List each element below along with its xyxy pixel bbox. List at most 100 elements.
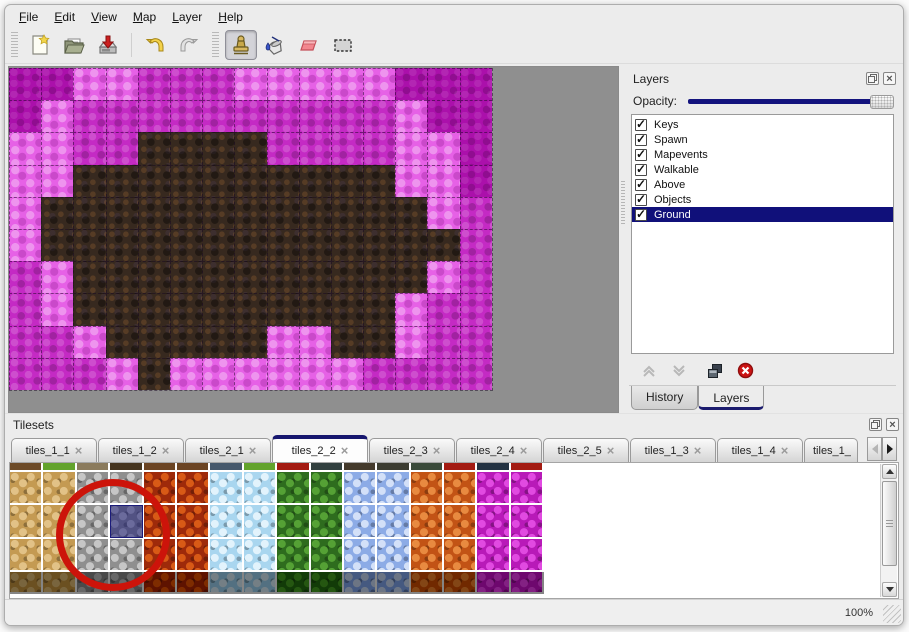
tileset-tile[interactable] [143,463,177,472]
tileset-tile[interactable] [310,538,344,573]
map-tile[interactable] [202,132,235,165]
tileset-tile[interactable] [277,472,311,506]
undo-button[interactable] [139,30,171,60]
tileset-tile[interactable] [410,572,445,595]
map-tile[interactable] [9,261,42,294]
tileset-tile[interactable] [444,463,478,472]
tileset-tile[interactable] [410,505,445,539]
map-tile[interactable] [137,132,170,165]
map-tile[interactable] [330,293,364,326]
map-tile[interactable] [9,293,42,326]
map-tile[interactable] [105,228,138,262]
map-tile[interactable] [234,325,267,358]
tileset-tile[interactable] [277,538,311,573]
tileset-tile[interactable] [410,463,445,472]
layer-row-spawn[interactable]: Spawn [632,132,893,147]
tileset-tile[interactable] [510,472,545,506]
map-tile[interactable] [234,100,267,133]
map-tile[interactable] [202,164,235,197]
map-tile[interactable] [330,357,364,390]
map-tile[interactable] [41,228,74,262]
tab-close-icon[interactable]: × [432,442,441,458]
map-tile[interactable] [73,261,106,294]
tileset-tile[interactable] [510,572,545,595]
map-tile[interactable] [73,164,106,197]
map-tile[interactable] [427,261,460,294]
map-tile[interactable] [427,132,460,165]
tileset-tab-tiles_1[interactable]: tiles_1_ [804,438,858,462]
map-tile[interactable] [105,196,138,229]
map-tile[interactable] [330,196,364,229]
redo-button[interactable] [173,30,205,60]
layer-row-mapevents[interactable]: Mapevents [632,147,893,162]
map-tile[interactable] [202,100,235,133]
map-tile[interactable] [105,68,138,101]
map-tile[interactable] [105,132,138,165]
layer-row-above[interactable]: Above [632,177,893,192]
map-tile[interactable] [427,100,460,133]
map-tile[interactable] [202,357,235,390]
tileset-tile[interactable] [310,572,344,595]
map-tile[interactable] [9,100,42,133]
map-tile[interactable] [395,293,428,326]
tileset-tile[interactable] [310,472,344,506]
tab-close-icon[interactable]: × [161,442,170,458]
tab-close-icon[interactable]: × [248,442,257,458]
tileset-tile[interactable] [343,538,378,573]
map-tile[interactable] [137,325,170,358]
tab-close-icon[interactable]: × [74,442,83,458]
map-tile[interactable] [202,325,235,358]
map-tile[interactable] [105,293,138,326]
map-tile[interactable] [459,325,492,358]
tab-close-icon[interactable]: × [340,442,349,458]
menu-item-map[interactable]: Map [132,10,157,24]
tileset-tile[interactable] [10,538,44,573]
map-tile[interactable] [395,68,428,101]
tileset-tile[interactable] [377,538,411,573]
map-tile[interactable] [298,228,331,262]
tileset-tile[interactable] [176,572,211,595]
map-tile[interactable] [73,293,106,326]
map-tile[interactable] [459,261,492,294]
map-tile[interactable] [395,164,428,197]
map-tile[interactable] [330,100,364,133]
tileset-tab-tiles_2_2[interactable]: tiles_2_2 × [272,435,368,462]
map-tile[interactable] [41,100,74,133]
map-tile[interactable] [169,325,203,358]
map-tile[interactable] [169,164,203,197]
tileset-tile[interactable] [10,472,44,506]
map-tile[interactable] [41,261,74,294]
map-tile[interactable] [298,293,331,326]
tileset-tile[interactable] [10,505,44,539]
map-tile[interactable] [234,228,267,262]
map-tile[interactable] [363,132,396,165]
map-tile[interactable] [266,196,299,229]
duplicate-layer-button[interactable] [703,360,727,382]
tileset-tile[interactable] [277,572,311,595]
layer-visibility-checkbox[interactable] [635,207,647,221]
tileset-tile[interactable] [210,472,244,506]
menu-item-edit[interactable]: Edit [54,10,76,24]
map-viewport[interactable] [8,66,619,413]
tileset-tab-tiles_1_4[interactable]: tiles_1_4 × [717,438,803,462]
map-tile[interactable] [169,196,203,229]
tileset-tile[interactable] [176,463,211,472]
float-panel-icon[interactable] [866,72,879,85]
map-tile[interactable] [298,357,331,390]
tileset-tile[interactable] [510,463,545,472]
tileset-tile[interactable] [43,463,77,472]
tileset-tile[interactable] [277,463,311,472]
map-tile[interactable] [9,164,42,197]
map-tile[interactable] [73,100,106,133]
map-tile[interactable] [459,132,492,165]
tileset-tile[interactable] [343,572,378,595]
delete-layer-button[interactable] [733,360,757,382]
map-tile[interactable] [363,293,396,326]
map-tile[interactable] [234,164,267,197]
scrollbar-thumb[interactable] [882,481,897,566]
map-tile[interactable] [202,196,235,229]
tileset-tile[interactable] [10,463,44,472]
map-tile[interactable] [137,357,170,390]
map-tile[interactable] [234,261,267,294]
map-tile[interactable] [9,196,42,229]
